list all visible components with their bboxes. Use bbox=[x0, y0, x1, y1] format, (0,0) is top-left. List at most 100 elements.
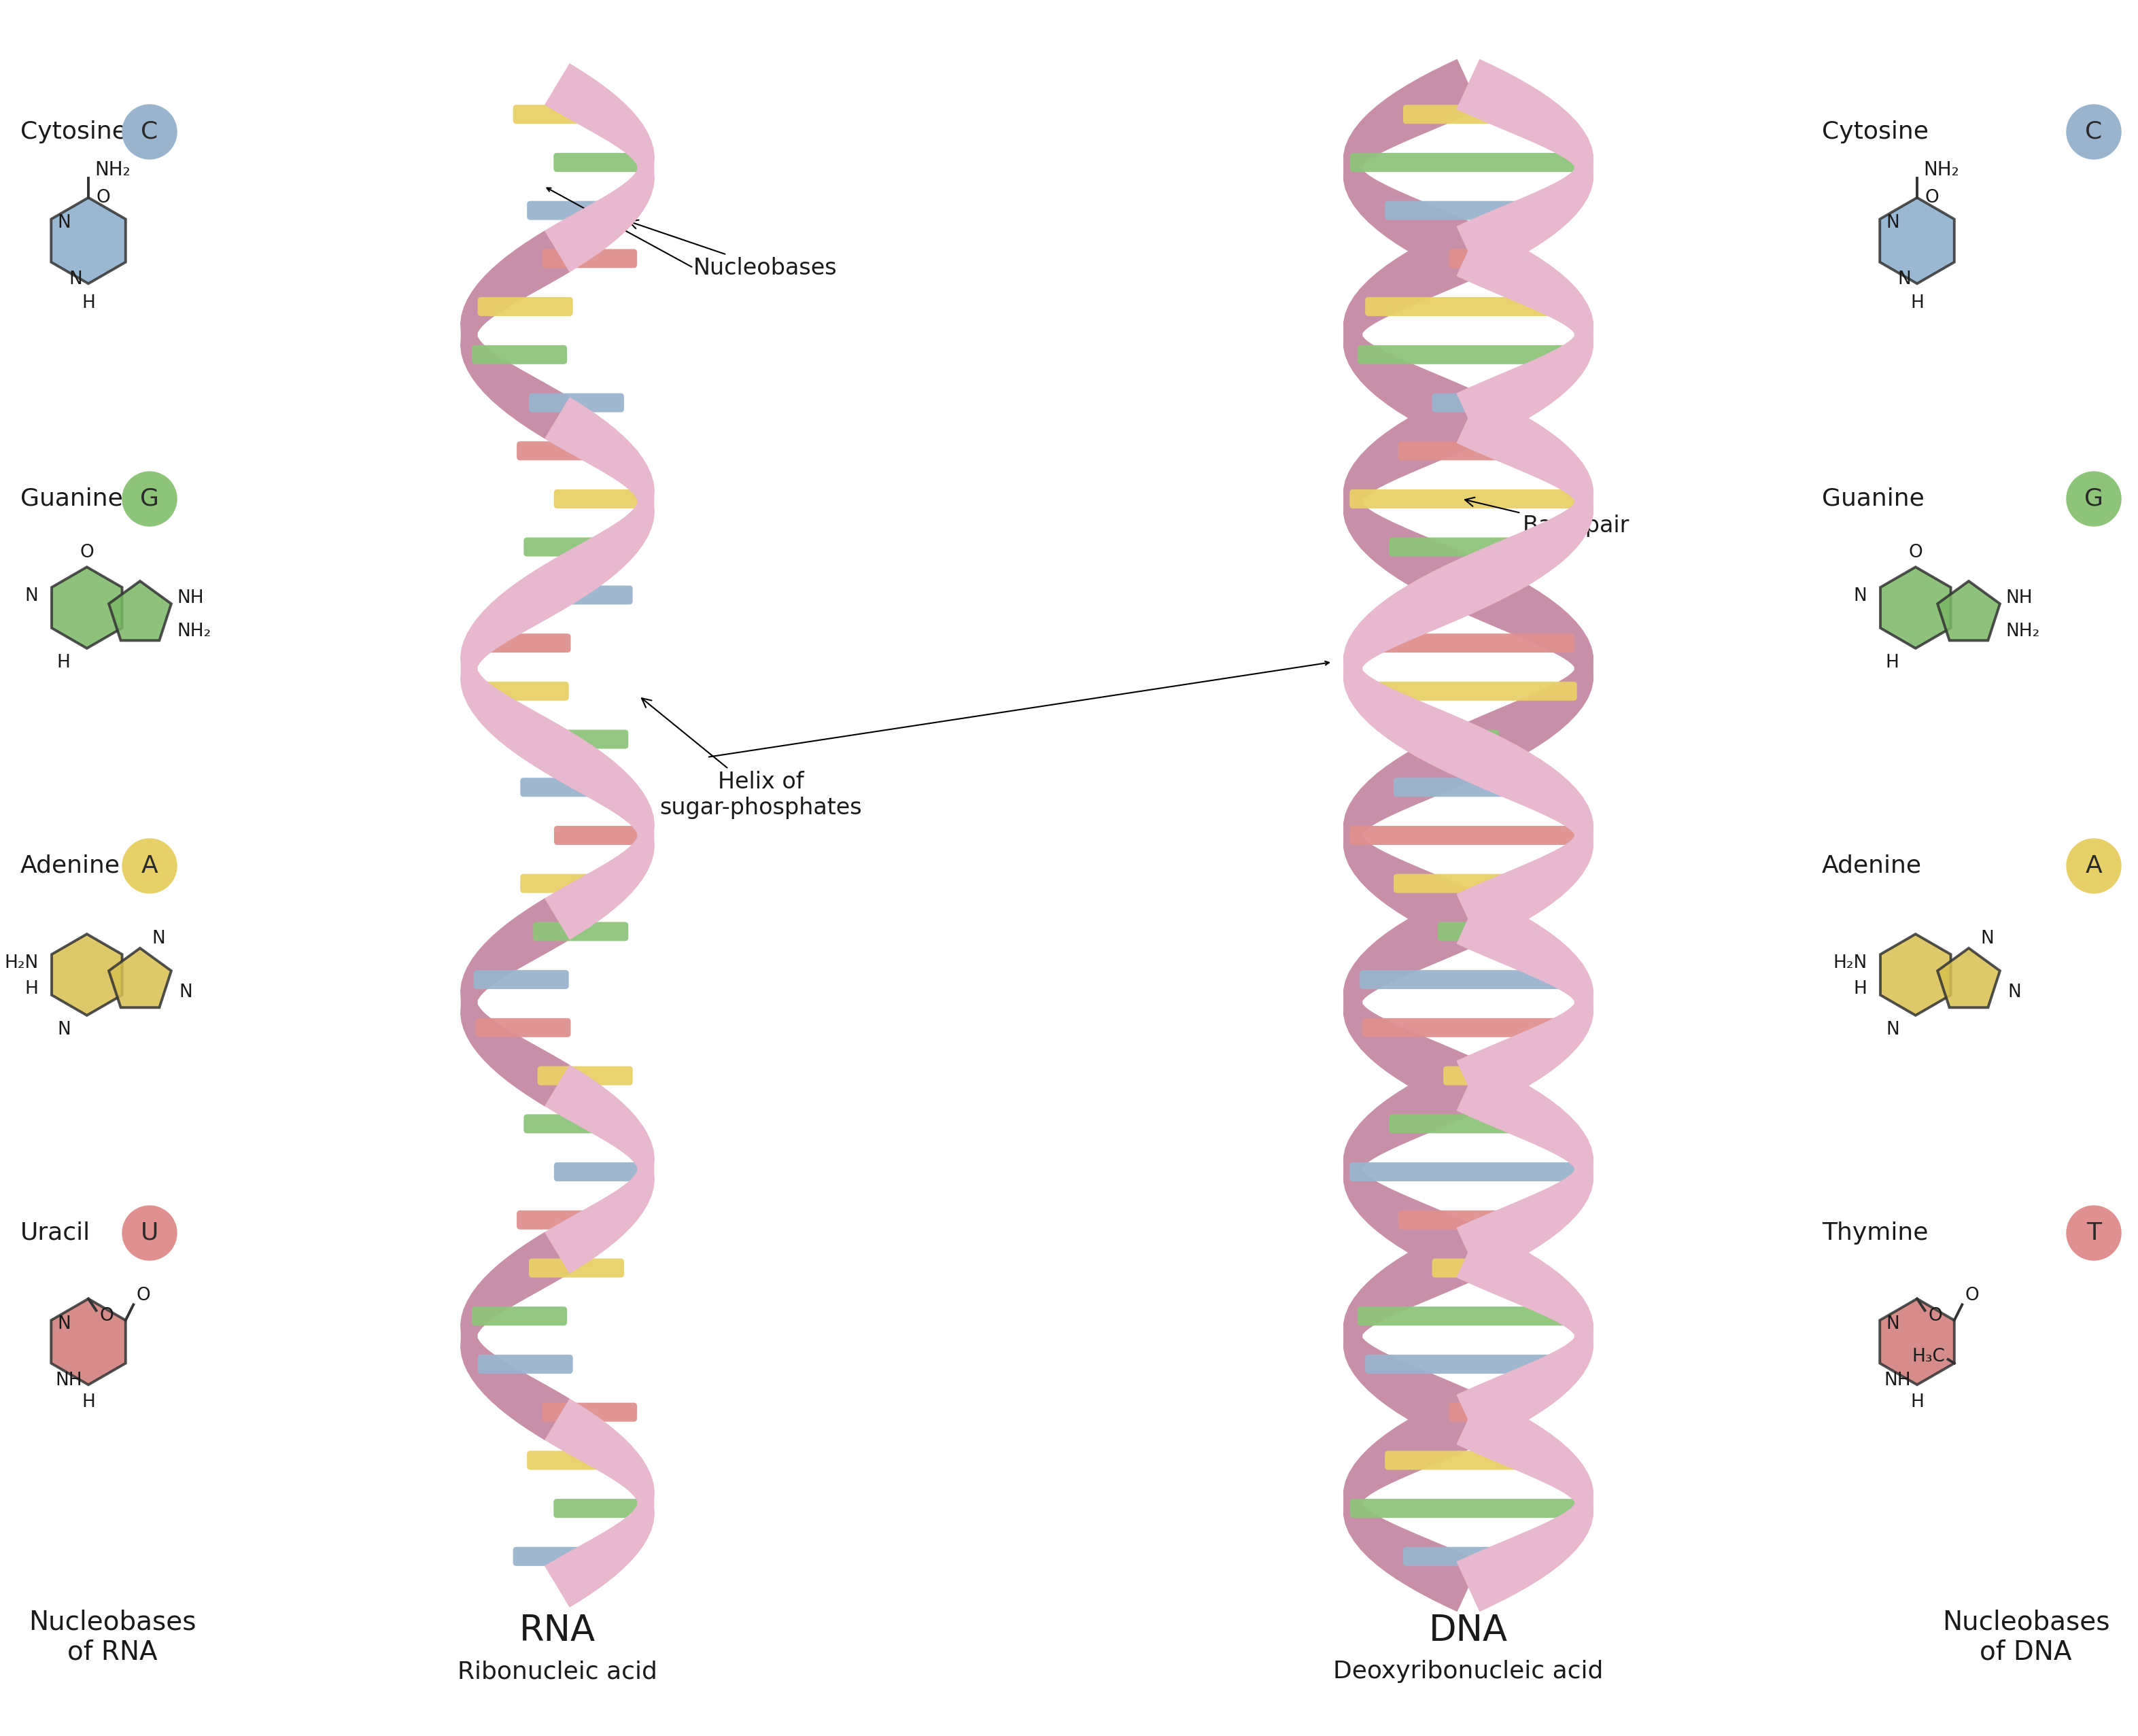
FancyBboxPatch shape bbox=[532, 922, 629, 941]
Polygon shape bbox=[1456, 226, 1593, 443]
FancyBboxPatch shape bbox=[1390, 1115, 1548, 1134]
FancyBboxPatch shape bbox=[1398, 441, 1539, 460]
Circle shape bbox=[2067, 1207, 2121, 1260]
Text: A: A bbox=[141, 854, 158, 877]
FancyBboxPatch shape bbox=[477, 297, 573, 316]
Text: H: H bbox=[26, 979, 38, 998]
FancyBboxPatch shape bbox=[1432, 394, 1505, 411]
Text: Adenine: Adenine bbox=[1822, 854, 1922, 877]
Polygon shape bbox=[1879, 198, 1954, 283]
Text: Ribonucleic acid: Ribonucleic acid bbox=[458, 1660, 656, 1682]
Text: O: O bbox=[96, 189, 111, 207]
FancyBboxPatch shape bbox=[520, 873, 616, 892]
FancyBboxPatch shape bbox=[532, 729, 629, 748]
Text: T: T bbox=[2087, 1222, 2102, 1245]
Polygon shape bbox=[1937, 948, 1999, 1007]
Text: NH₂: NH₂ bbox=[1924, 161, 1958, 181]
FancyBboxPatch shape bbox=[1349, 490, 1586, 509]
Polygon shape bbox=[1345, 1227, 1479, 1444]
Polygon shape bbox=[1456, 59, 1593, 276]
Text: C: C bbox=[2085, 120, 2102, 144]
Text: N: N bbox=[152, 930, 165, 948]
Polygon shape bbox=[51, 1299, 126, 1385]
FancyBboxPatch shape bbox=[528, 1259, 624, 1278]
FancyBboxPatch shape bbox=[472, 345, 567, 365]
Text: A: A bbox=[2085, 854, 2102, 877]
Polygon shape bbox=[545, 731, 654, 939]
FancyBboxPatch shape bbox=[526, 1451, 622, 1470]
Polygon shape bbox=[51, 568, 122, 648]
Polygon shape bbox=[1879, 1299, 1954, 1385]
FancyBboxPatch shape bbox=[1366, 1354, 1571, 1373]
Text: N: N bbox=[1854, 587, 1866, 604]
FancyBboxPatch shape bbox=[524, 1115, 618, 1134]
Text: H₃C: H₃C bbox=[1911, 1349, 1946, 1366]
FancyBboxPatch shape bbox=[554, 1163, 650, 1182]
Text: N: N bbox=[58, 1316, 71, 1333]
FancyBboxPatch shape bbox=[528, 394, 624, 411]
Text: G: G bbox=[141, 488, 158, 510]
Circle shape bbox=[122, 472, 177, 526]
Polygon shape bbox=[460, 231, 569, 439]
Text: N: N bbox=[58, 1021, 71, 1038]
Polygon shape bbox=[1456, 561, 1593, 776]
Text: U: U bbox=[141, 1222, 158, 1245]
Polygon shape bbox=[1345, 1394, 1479, 1611]
Polygon shape bbox=[109, 582, 171, 641]
FancyBboxPatch shape bbox=[1385, 1451, 1552, 1470]
Text: Thymine: Thymine bbox=[1822, 1222, 1928, 1245]
Text: H: H bbox=[1911, 1392, 1924, 1411]
Text: O: O bbox=[1924, 189, 1939, 207]
Text: N: N bbox=[26, 587, 38, 604]
FancyBboxPatch shape bbox=[520, 778, 616, 797]
Text: Cytosine: Cytosine bbox=[1822, 120, 1928, 144]
Circle shape bbox=[122, 104, 177, 160]
FancyBboxPatch shape bbox=[526, 201, 622, 220]
FancyBboxPatch shape bbox=[1403, 1547, 1533, 1566]
Text: NH₂: NH₂ bbox=[177, 621, 212, 641]
Circle shape bbox=[122, 838, 177, 892]
Text: H₂N: H₂N bbox=[1832, 955, 1866, 972]
Text: Nucleobases
of DNA: Nucleobases of DNA bbox=[1941, 1609, 2110, 1665]
Text: N: N bbox=[58, 214, 71, 233]
Text: N: N bbox=[1896, 271, 1911, 288]
FancyBboxPatch shape bbox=[475, 970, 569, 990]
Polygon shape bbox=[1345, 894, 1479, 1111]
FancyBboxPatch shape bbox=[517, 1210, 611, 1229]
FancyBboxPatch shape bbox=[1443, 585, 1494, 604]
FancyBboxPatch shape bbox=[1358, 345, 1580, 365]
FancyBboxPatch shape bbox=[541, 1403, 637, 1422]
Polygon shape bbox=[1456, 394, 1593, 609]
FancyBboxPatch shape bbox=[472, 1307, 567, 1326]
Text: H₂N: H₂N bbox=[4, 955, 38, 972]
Polygon shape bbox=[1345, 394, 1479, 609]
FancyBboxPatch shape bbox=[1362, 1017, 1574, 1036]
Text: Base pair: Base pair bbox=[1465, 498, 1629, 538]
FancyBboxPatch shape bbox=[537, 1066, 633, 1085]
Text: O: O bbox=[137, 1286, 150, 1304]
Text: NH: NH bbox=[2005, 590, 2033, 608]
Polygon shape bbox=[460, 899, 569, 1106]
Text: NH: NH bbox=[177, 590, 203, 608]
Circle shape bbox=[2067, 472, 2121, 526]
Text: NH₂: NH₂ bbox=[2005, 621, 2040, 641]
Text: H: H bbox=[1911, 295, 1924, 312]
Text: Uracil: Uracil bbox=[21, 1222, 90, 1245]
Text: O: O bbox=[1965, 1286, 1980, 1304]
Text: O: O bbox=[1928, 1307, 1941, 1325]
FancyBboxPatch shape bbox=[1450, 248, 1488, 267]
Text: NH: NH bbox=[56, 1371, 81, 1391]
FancyBboxPatch shape bbox=[1358, 1307, 1580, 1326]
Text: Helix of
sugar-phosphates: Helix of sugar-phosphates bbox=[641, 698, 862, 819]
Text: H: H bbox=[58, 653, 71, 672]
Text: H: H bbox=[1886, 653, 1899, 672]
Text: Guanine: Guanine bbox=[21, 488, 122, 510]
Polygon shape bbox=[460, 1233, 569, 1439]
Polygon shape bbox=[1456, 1394, 1593, 1611]
Text: Cytosine: Cytosine bbox=[21, 120, 126, 144]
Text: N: N bbox=[180, 984, 192, 1002]
Text: O: O bbox=[1909, 543, 1922, 562]
Polygon shape bbox=[1345, 1061, 1479, 1278]
Polygon shape bbox=[1456, 727, 1593, 944]
FancyBboxPatch shape bbox=[1362, 634, 1574, 653]
